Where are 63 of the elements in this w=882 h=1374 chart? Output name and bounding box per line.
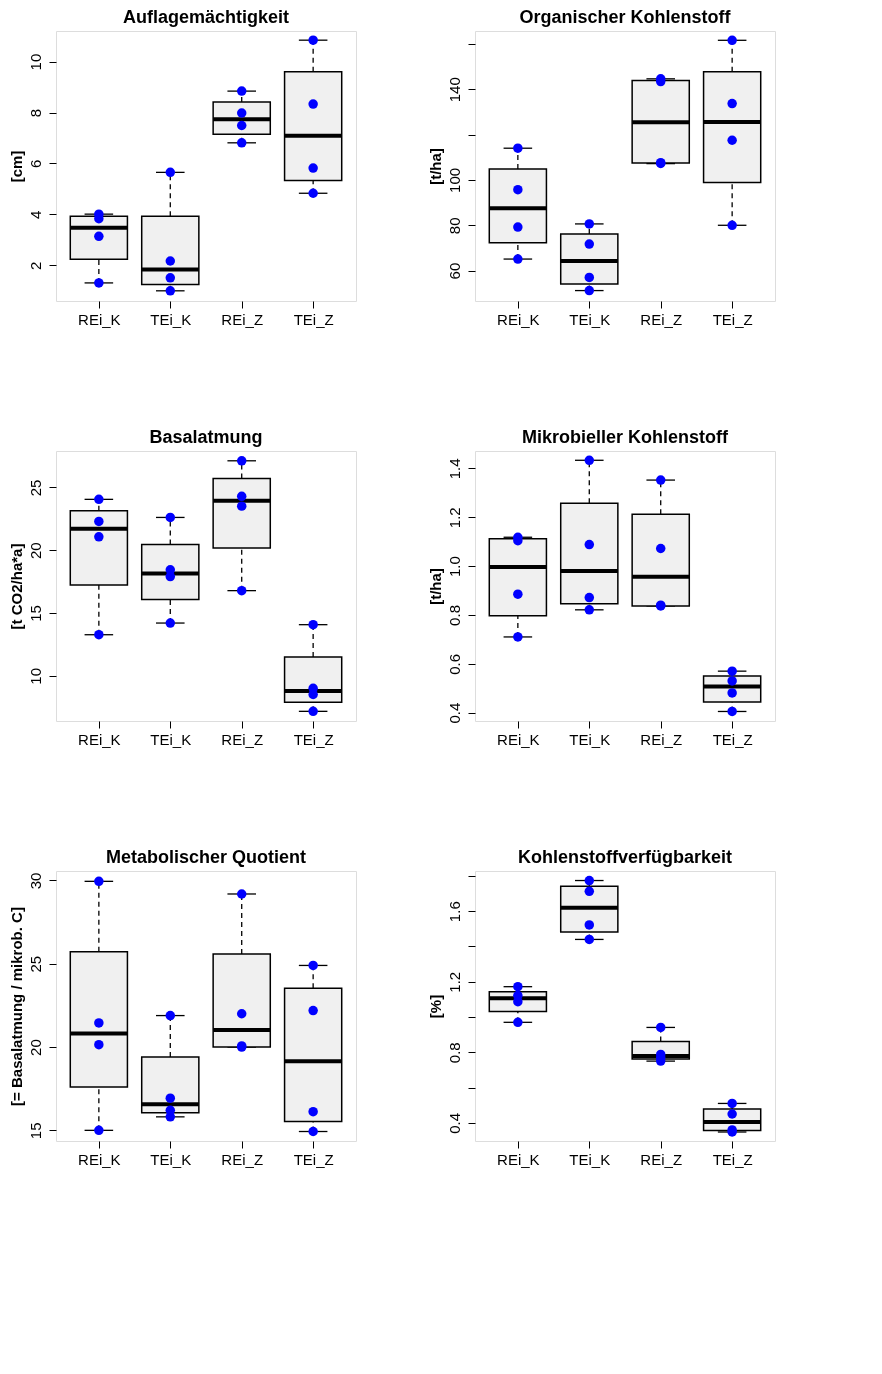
x-tick-label: REi_Z xyxy=(640,730,683,748)
x-tick-label: TEi_Z xyxy=(293,730,334,748)
y-tick-label: 140 xyxy=(445,77,463,103)
x-tick-label: REi_K xyxy=(78,310,121,328)
y-tick-label: 15 xyxy=(26,1122,44,1140)
x-tick-label: TEi_Z xyxy=(712,310,753,328)
chart-title: Basalatmung xyxy=(149,427,263,447)
chart-title: Metabolischer Quotient xyxy=(105,847,307,867)
y-tick-label: 10 xyxy=(26,53,44,71)
x-tick-label: TEi_Z xyxy=(712,730,753,748)
x-tick-label: REi_Z xyxy=(221,1150,264,1168)
y-tick-label: 0.8 xyxy=(445,1042,463,1064)
x-tick-label: TEi_Z xyxy=(293,310,334,328)
x-tick-label: REi_Z xyxy=(221,310,264,328)
y-tick-label: 30 xyxy=(26,872,44,890)
x-tick-label: REi_K xyxy=(78,1150,121,1168)
chart-title: Auflagemächtigkeit xyxy=(122,7,290,27)
x-tick-label: REi_K xyxy=(497,1150,540,1168)
y-tick-label: 20 xyxy=(26,1039,44,1056)
chart-title: Kohlenstoffverfügbarkeit xyxy=(517,847,733,867)
x-tick-label: REi_Z xyxy=(640,310,683,328)
y-tick-label: 0.8 xyxy=(445,605,463,626)
x-tick-label: REi_K xyxy=(497,310,540,328)
y-tick-label: 6 xyxy=(26,159,44,169)
y-tick-label: 1.0 xyxy=(445,556,463,578)
y-tick-label: 25 xyxy=(26,479,44,497)
y-tick-label: 60 xyxy=(445,262,463,280)
x-tick-label: TEi_Z xyxy=(293,1150,334,1168)
x-tick-label: TEi_K xyxy=(569,310,611,328)
y-tick-label: 2 xyxy=(26,261,44,271)
x-tick-label: REi_Z xyxy=(221,730,264,748)
y-tick-label: 20 xyxy=(26,542,44,560)
y-tick-label: 0.4 xyxy=(445,702,463,724)
y-tick-label: 8 xyxy=(26,108,44,118)
y-axis-title: [t/ha] xyxy=(426,568,444,605)
x-tick-label: TEi_K xyxy=(150,310,192,328)
y-tick-label: 0.6 xyxy=(445,653,463,675)
y-tick-label: 1.4 xyxy=(445,458,463,480)
y-tick-label: 1.2 xyxy=(445,507,463,529)
y-tick-label: 100 xyxy=(445,167,463,193)
chart-title: Mikrobieller Kohlenstoff xyxy=(521,427,730,447)
y-axis-title: [t CO2/ha*a] xyxy=(7,543,25,630)
y-axis-title: [cm] xyxy=(7,150,25,183)
y-tick-label: 4 xyxy=(26,210,44,220)
y-axis-title: [%] xyxy=(426,994,444,1019)
y-tick-label: 0.4 xyxy=(445,1112,463,1134)
x-tick-label: REi_K xyxy=(497,730,540,748)
y-tick-label: 10 xyxy=(26,667,44,685)
y-tick-label: 1.6 xyxy=(445,901,463,923)
y-tick-label: 25 xyxy=(26,955,44,973)
x-tick-label: TEi_K xyxy=(150,730,192,748)
y-tick-label: 15 xyxy=(26,605,44,622)
y-axis-title: [t/ha] xyxy=(426,148,444,185)
y-axis-title: [= Basalatmung / mikrob. C] xyxy=(7,907,25,1106)
chart-title: Organischer Kohlenstoff xyxy=(519,7,732,27)
x-tick-label: TEi_Z xyxy=(712,1150,753,1168)
x-tick-label: REi_K xyxy=(78,730,121,748)
x-tick-label: REi_Z xyxy=(640,1150,683,1168)
x-tick-label: TEi_K xyxy=(150,1150,192,1168)
x-tick-label: TEi_K xyxy=(569,1150,611,1168)
y-tick-label: 1.2 xyxy=(445,971,463,993)
y-tick-label: 80 xyxy=(445,217,463,235)
x-tick-label: TEi_K xyxy=(569,730,611,748)
